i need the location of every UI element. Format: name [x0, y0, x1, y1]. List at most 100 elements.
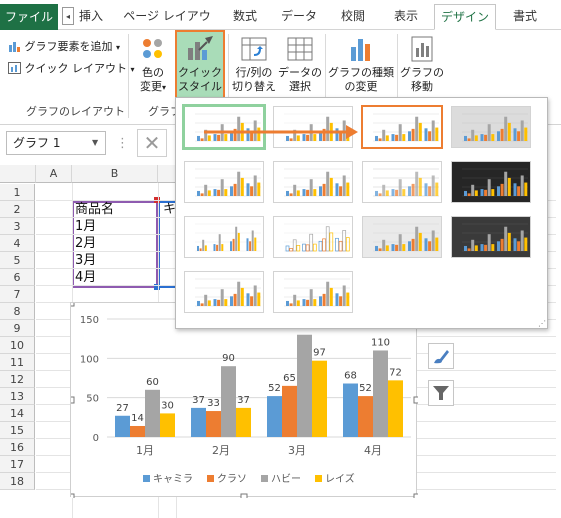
thumbnail-bar: [313, 134, 317, 141]
cell-b5[interactable]: 3月: [75, 253, 97, 268]
chart-style-thumbnail-13[interactable]: [184, 271, 264, 313]
tab-review[interactable]: 校閲: [340, 9, 365, 23]
chart-style-thumbnail-8[interactable]: [451, 161, 531, 203]
thumbnail-bar: [293, 129, 297, 141]
chart-style-thumbnail-12[interactable]: [451, 216, 531, 258]
thumbnail-bar: [253, 175, 257, 196]
row-header-13[interactable]: 13: [0, 388, 35, 405]
quick-styles-gallery[interactable]: [175, 97, 548, 329]
thumbnail-bar: [431, 230, 435, 251]
thumbnail-bar: [345, 237, 350, 252]
thumbnail-bar: [428, 131, 432, 141]
chart-style-thumbnail-7[interactable]: [362, 161, 442, 203]
row-header-12[interactable]: 12: [0, 371, 35, 388]
thumbnail-bar: [342, 230, 347, 252]
legend-label: ハビー: [271, 473, 301, 485]
row-header-1[interactable]: 1: [0, 184, 35, 201]
thumbnail-bar: [385, 135, 389, 141]
thumbnail-bar: [395, 189, 399, 196]
row-header-3[interactable]: 3: [0, 218, 35, 235]
range-handle[interactable]: [154, 284, 160, 290]
row-header-10[interactable]: 10: [0, 337, 35, 354]
thumbnail-bar: [335, 237, 339, 252]
tab-page-layout[interactable]: ページ レイアウト: [123, 9, 211, 45]
row-header-15[interactable]: 15: [0, 422, 35, 439]
thumbnail-bar: [411, 183, 415, 196]
thumbnail-bar: [517, 186, 521, 196]
chart-style-thumbnail-10[interactable]: [273, 216, 353, 258]
column-header-c[interactable]: [158, 165, 176, 183]
quick-layout-button[interactable]: クイック レイアウト ▾: [8, 60, 135, 76]
chart-styles-side-button[interactable]: [428, 343, 454, 369]
thumbnail-bar: [302, 243, 306, 252]
cell-c2[interactable]: キ: [163, 202, 177, 217]
column-header-a[interactable]: A: [36, 165, 72, 183]
tab-formulas[interactable]: 数式: [232, 9, 257, 23]
data-label: 68: [344, 371, 357, 382]
tab-scroll-left-button[interactable]: ◂: [62, 7, 74, 25]
chart-style-thumbnail-6[interactable]: [273, 161, 353, 203]
change-colors-button[interactable]: 色の 変更▾: [133, 34, 173, 100]
switch-row-column-button[interactable]: 行/列の 切り替え: [231, 34, 277, 100]
chart-style-thumbnail-11[interactable]: [362, 216, 442, 258]
quick-styles-button[interactable]: クイック スタイル▾: [175, 30, 225, 106]
thumbnail-bar: [378, 248, 382, 251]
row-header-11[interactable]: 11: [0, 354, 35, 371]
tab-insert[interactable]: 挿入: [78, 9, 103, 23]
thumbnail-bar: [464, 245, 467, 251]
thumbnail-bar: [309, 289, 313, 306]
row-header-5[interactable]: 5: [0, 252, 35, 269]
quick-layout-label: クイック レイアウト: [24, 62, 128, 75]
row-header-2[interactable]: 2: [0, 201, 35, 218]
row-header-17[interactable]: 17: [0, 456, 35, 473]
thumbnail-bar: [200, 193, 204, 196]
chart-element-icon: [8, 40, 21, 52]
add-chart-element-button[interactable]: グラフ要素を追加 ▾: [8, 38, 120, 54]
tab-data[interactable]: データ: [280, 9, 317, 23]
cell-b6[interactable]: 4月: [75, 270, 97, 285]
thumbnail-bar: [507, 232, 511, 251]
name-box[interactable]: グラフ 1: [6, 131, 106, 155]
tab-file[interactable]: ファイル: [0, 4, 58, 30]
tab-format[interactable]: 書式: [512, 9, 537, 23]
chart-style-thumbnail-14[interactable]: [273, 271, 353, 313]
row-header-8[interactable]: 8: [0, 303, 35, 320]
chart-area[interactable]: 0 50 100 150 27 14 60 30 1月 37 33 90 37 2月 52 65 97 3月 68 5…: [67, 299, 421, 501]
cell-b2[interactable]: 商品名: [75, 202, 115, 217]
legend-swatch: [261, 475, 268, 482]
change-chart-type-button[interactable]: グラフの種類 の変更: [328, 34, 394, 100]
select-all-corner[interactable]: [0, 165, 36, 183]
row-header-18[interactable]: 18: [0, 473, 35, 490]
cell-b3[interactable]: 1月: [75, 219, 97, 234]
row-header-16[interactable]: 16: [0, 439, 35, 456]
tab-design[interactable]: デザイン: [434, 4, 496, 30]
row-header-9[interactable]: 9: [0, 320, 35, 337]
thumbnail-chart-preview: [462, 113, 528, 142]
chart-style-thumbnail-3[interactable]: [361, 105, 443, 149]
select-data-button[interactable]: データの 選択: [278, 34, 322, 100]
cell-b4[interactable]: 2月: [75, 236, 97, 251]
row-header-6[interactable]: 6: [0, 269, 35, 286]
tab-view[interactable]: 表示: [393, 9, 418, 23]
chart-resize-handle: [240, 493, 248, 501]
switch-row-column-icon: [241, 37, 267, 61]
data-label: 90: [222, 353, 235, 364]
chart-style-thumbnail-9[interactable]: [184, 216, 264, 258]
cancel-formula-button[interactable]: ✕: [137, 129, 167, 157]
chart-style-thumbnail-5[interactable]: [184, 161, 264, 203]
bar-レイズ-2月: [236, 407, 251, 437]
chart-filters-side-button[interactable]: [428, 380, 454, 406]
row-header-14[interactable]: 14: [0, 405, 35, 422]
chevron-down-icon[interactable]: ▼: [92, 138, 99, 147]
thumbnail-bar: [306, 299, 310, 306]
column-header-b[interactable]: B: [72, 165, 158, 183]
resize-grip-icon[interactable]: ⋰: [538, 319, 546, 328]
thumbnail-bar: [207, 190, 211, 196]
move-chart-button[interactable]: グラフの 移動: [400, 34, 444, 100]
thumbnail-bar: [520, 175, 524, 196]
row-header-4[interactable]: 4: [0, 235, 35, 252]
row-header-7[interactable]: 7: [0, 286, 35, 303]
thumbnail-chart-preview: [373, 168, 439, 197]
chart-style-thumbnail-4[interactable]: [451, 106, 531, 148]
